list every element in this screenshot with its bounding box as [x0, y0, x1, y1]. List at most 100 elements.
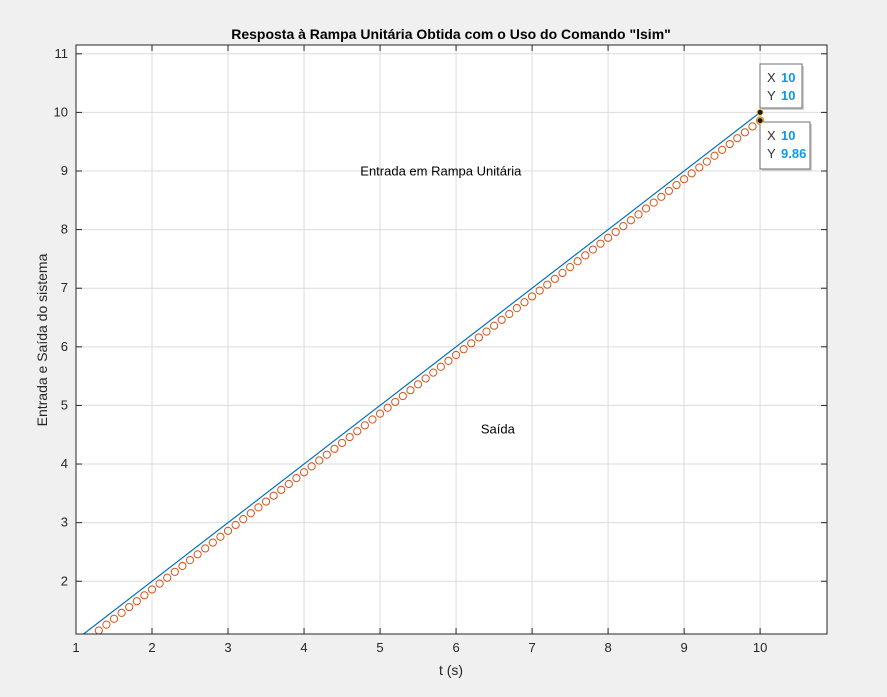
output-point	[170, 567, 179, 576]
output-point	[109, 614, 119, 623]
output-point	[337, 438, 347, 448]
output-point	[125, 602, 134, 612]
output-point	[345, 432, 354, 442]
output-point	[672, 180, 681, 190]
output-point	[725, 139, 734, 149]
output-point	[398, 391, 407, 401]
x-axis-label: t (s)	[439, 662, 463, 678]
y-tick-label: 3	[61, 515, 68, 530]
output-point	[315, 456, 324, 465]
output-point	[489, 321, 499, 330]
output-point	[444, 356, 453, 365]
datatip-y-key: Y	[767, 88, 776, 103]
output-point	[634, 210, 643, 219]
output-point	[353, 427, 362, 436]
output-point	[201, 544, 210, 553]
output-point	[497, 315, 506, 324]
series-input	[83, 111, 761, 635]
datatip[interactable]: X 10 Y 9.86	[756, 117, 812, 171]
output-point	[482, 327, 491, 336]
output-point	[429, 368, 438, 377]
output-point	[740, 128, 750, 137]
y-axis-label: Entrada e Saída do sistema	[34, 253, 50, 426]
output-point	[649, 198, 658, 207]
output-point	[307, 462, 316, 471]
y-axis: 2 3 4 5 6 7 8 9 10 11	[54, 46, 827, 588]
output-point	[239, 515, 248, 524]
axes-box	[75, 44, 828, 635]
output-point	[467, 339, 476, 348]
output-point	[246, 509, 255, 518]
x-tick-label: 7	[528, 640, 535, 655]
output-point	[216, 532, 225, 541]
output-point	[436, 362, 445, 371]
y-tick-label: 5	[61, 397, 68, 412]
x-tick-label: 5	[376, 640, 383, 655]
y-tick-label: 2	[61, 573, 68, 588]
output-point	[543, 280, 552, 289]
x-tick-label: 3	[224, 640, 231, 655]
datatip-box	[759, 63, 803, 109]
x-tick-label: 6	[452, 640, 459, 655]
grid	[75, 45, 827, 634]
output-point	[330, 444, 339, 453]
output-point	[322, 450, 331, 459]
datatip-marker[interactable]	[756, 108, 764, 116]
output-point	[550, 274, 559, 283]
output-point	[413, 380, 423, 389]
annotation-label: Entrada em Rampa Unitária	[360, 164, 522, 179]
output-point	[535, 286, 544, 295]
input-ramp-line	[83, 111, 761, 635]
output-point	[375, 409, 385, 418]
output-point	[581, 251, 590, 260]
output-point	[695, 163, 704, 172]
output-point	[261, 497, 271, 506]
output-point	[102, 620, 111, 629]
output-point	[687, 169, 696, 178]
x-tick-label: 10	[753, 640, 767, 655]
output-point	[451, 350, 461, 360]
annotation-label: Saída	[481, 422, 516, 437]
output-point	[459, 345, 468, 354]
output-point	[360, 421, 369, 430]
plot-area	[76, 45, 827, 634]
output-point	[588, 245, 597, 254]
output-point	[657, 192, 666, 201]
output-point	[208, 538, 217, 547]
output-point	[520, 298, 529, 307]
output-point	[733, 134, 742, 143]
x-tick-label: 8	[604, 640, 611, 655]
output-point	[679, 175, 689, 184]
chart-title: Resposta à Rampa Unitária Obtida com o U…	[231, 26, 671, 42]
output-point	[603, 233, 613, 242]
output-point	[178, 561, 187, 571]
output-point	[611, 227, 620, 237]
y-tick-label: 11	[55, 46, 69, 61]
datatip-x-value: 10	[781, 70, 795, 85]
output-point	[383, 403, 392, 412]
output-point	[140, 591, 149, 600]
x-axis: 1 2 3 4 5 6 7 8 9 10	[72, 45, 767, 655]
datatip-x-key: X	[767, 70, 776, 85]
output-point	[277, 485, 286, 494]
y-tick-label: 4	[61, 456, 68, 471]
datatip[interactable]: X 10 Y 10	[756, 63, 804, 116]
datatip-marker[interactable]	[756, 117, 764, 125]
output-point	[117, 608, 126, 618]
datatip-x-value: 10	[781, 128, 795, 143]
output-point	[391, 397, 400, 407]
output-point	[527, 292, 537, 301]
output-point	[231, 520, 240, 530]
datatip-x-key: X	[767, 128, 776, 143]
output-point	[421, 374, 430, 383]
output-point	[565, 263, 575, 272]
output-point	[619, 221, 628, 231]
output-point	[269, 491, 278, 500]
output-point	[132, 597, 141, 606]
x-tick-label: 2	[148, 640, 155, 655]
output-point	[254, 503, 263, 512]
annotations: Entrada em Rampa Unitária Saída	[360, 164, 522, 437]
output-point	[710, 151, 719, 160]
x-tick-label: 9	[680, 640, 687, 655]
